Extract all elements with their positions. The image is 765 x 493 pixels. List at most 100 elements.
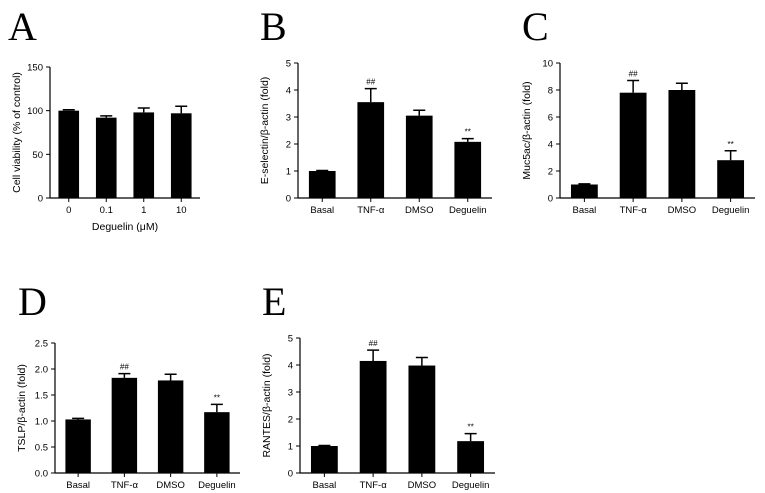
bar <box>157 380 184 473</box>
error-bar <box>62 109 75 111</box>
error-bar <box>364 87 377 103</box>
y-tick-label: 3 <box>288 388 293 399</box>
significance-label: ## <box>366 78 375 87</box>
panel-letter: C <box>522 4 549 49</box>
x-tick-label: TNF-α <box>357 205 385 216</box>
bar <box>405 115 433 198</box>
bar <box>310 446 338 473</box>
y-tick-label: 0 <box>288 469 293 480</box>
x-tick-label: Basal <box>572 205 596 216</box>
y-tick-label: 4 <box>286 86 291 97</box>
bar <box>95 117 117 198</box>
y-tick-label: 2 <box>286 140 291 151</box>
y-tick-label: 100 <box>27 106 43 117</box>
y-tick-label: 1 <box>288 442 293 453</box>
error-bar <box>164 373 177 381</box>
significance-label: ** <box>214 393 220 402</box>
y-tick-label: 4 <box>548 140 553 151</box>
y-tick-label: 50 <box>32 150 43 161</box>
bar <box>668 90 696 198</box>
significance-label: ## <box>369 339 378 348</box>
bar <box>308 171 336 198</box>
y-tick-label: 3 <box>286 113 291 124</box>
bar <box>717 160 745 198</box>
y-tick-label: 8 <box>548 86 553 97</box>
y-tick-label: 1 <box>286 167 291 178</box>
bar <box>357 102 385 198</box>
x-tick-label: Basal <box>310 205 334 216</box>
panel-letter: B <box>260 4 287 49</box>
x-axis-title: Deguelin (μM) <box>92 221 158 233</box>
y-tick-label: 2.0 <box>35 365 48 376</box>
y-axis-title: TSLP/β-actin (fold) <box>16 364 28 452</box>
y-tick-label: 2 <box>288 415 293 426</box>
error-bar <box>175 105 188 114</box>
y-axis-title: Cell viability (% of control) <box>11 72 23 193</box>
error-bar <box>413 109 426 116</box>
x-tick-label: 0.1 <box>100 205 113 216</box>
y-tick-label: 0 <box>286 194 291 205</box>
bar <box>111 377 138 473</box>
bar <box>359 360 387 473</box>
error-bar <box>367 349 380 361</box>
y-tick-label: 0.0 <box>35 469 48 480</box>
bar <box>619 92 647 198</box>
y-tick-label: 0 <box>548 194 553 205</box>
x-tick-label: Basal <box>66 480 90 491</box>
x-tick-label: Basal <box>312 480 336 491</box>
x-tick-label: DMSO <box>408 480 437 491</box>
y-axis-title: Muc5ac/β-actin (fold) <box>521 81 533 179</box>
y-tick-label: 5 <box>288 334 293 345</box>
error-bar <box>316 169 329 172</box>
error-bar <box>415 356 428 366</box>
significance-label: ## <box>120 363 129 372</box>
y-tick-label: 6 <box>548 113 553 124</box>
bar <box>170 113 192 198</box>
error-bar <box>578 183 591 185</box>
y-tick-label: 10 <box>542 59 553 70</box>
x-tick-label: Deguelin <box>452 480 490 491</box>
bar <box>457 441 485 473</box>
bar <box>58 110 80 198</box>
error-bar <box>724 150 737 161</box>
y-axis-title: E-selectin/β-actin (fold) <box>259 77 271 185</box>
error-bar <box>464 432 477 442</box>
y-tick-label: 0.5 <box>35 443 48 454</box>
error-bar <box>318 444 331 447</box>
error-bar <box>461 137 474 142</box>
error-bar <box>118 372 131 378</box>
error-bar <box>627 79 640 93</box>
x-tick-label: TNF-α <box>360 480 388 491</box>
error-bar <box>72 417 85 420</box>
x-tick-label: DMSO <box>156 480 185 491</box>
significance-label: ** <box>465 128 471 137</box>
bar <box>454 141 482 198</box>
x-tick-label: Deguelin <box>198 480 236 491</box>
y-tick-label: 150 <box>27 63 43 74</box>
x-tick-label: DMSO <box>668 205 697 216</box>
error-bar <box>210 403 223 413</box>
panel-letter: D <box>18 279 47 324</box>
x-tick-label: Deguelin <box>712 205 750 216</box>
bar <box>408 365 436 473</box>
panel-letter: E <box>262 279 286 324</box>
error-bar <box>675 82 688 90</box>
x-tick-label: 10 <box>176 205 187 216</box>
x-tick-label: DMSO <box>405 205 434 216</box>
y-tick-label: 1.0 <box>35 417 48 428</box>
bar <box>570 184 598 198</box>
significance-label: ** <box>468 423 474 432</box>
x-tick-label: TNF-α <box>111 480 139 491</box>
significance-label: ** <box>728 140 734 149</box>
x-tick-label: 1 <box>141 205 146 216</box>
x-tick-label: Deguelin <box>449 205 487 216</box>
panel-letter: A <box>8 4 37 49</box>
error-bar <box>100 115 113 118</box>
x-tick-label: TNF-α <box>620 205 648 216</box>
bar <box>204 412 230 473</box>
bar <box>65 419 91 473</box>
error-bar <box>137 107 150 113</box>
y-tick-label: 0 <box>38 194 43 205</box>
y-tick-label: 2 <box>548 167 553 178</box>
